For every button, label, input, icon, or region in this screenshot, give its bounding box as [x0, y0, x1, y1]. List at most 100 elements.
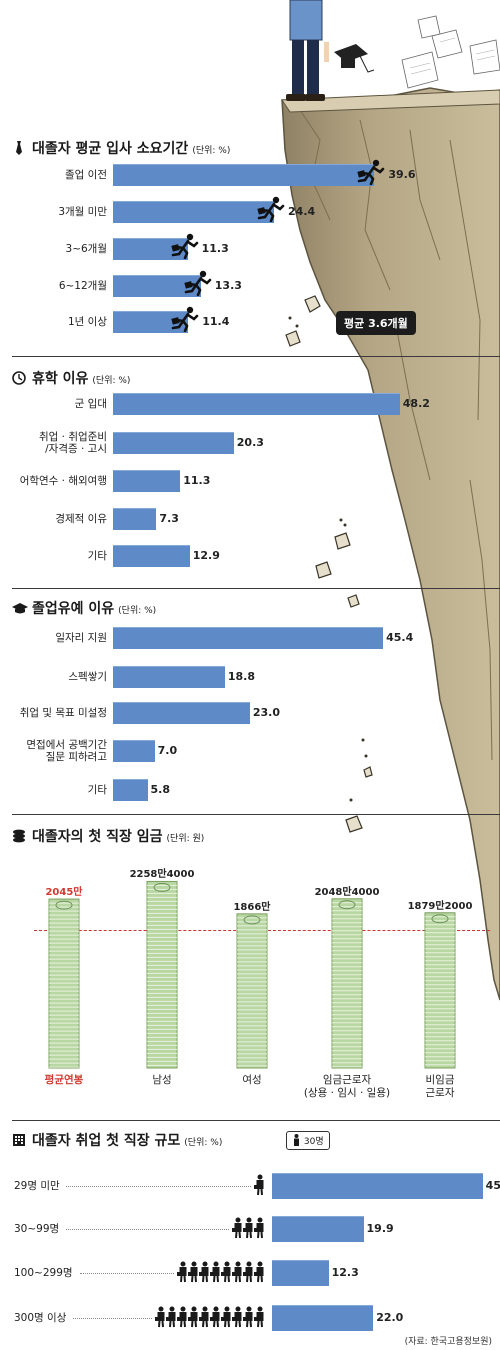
value-label: 13.3 [214, 279, 242, 292]
runner-icon [256, 196, 286, 223]
bar [113, 627, 384, 649]
stack-category-label: 여성 [242, 1074, 262, 1086]
legend-label: 30명 [303, 1137, 324, 1147]
category-label: 스펙쌓기 [68, 671, 107, 683]
leader-line [66, 1186, 251, 1187]
value-label: 7.3 [159, 512, 179, 525]
category-label: 기타 [87, 550, 107, 562]
category-label: 100~299명 [14, 1267, 73, 1279]
runner-icon [183, 270, 213, 297]
bar [113, 740, 155, 762]
bar [113, 275, 201, 297]
value-label: 22.0 [376, 1311, 404, 1324]
building-icon [12, 1133, 26, 1147]
stack-value-label: 2048만4000 [314, 886, 380, 898]
divider [12, 588, 500, 589]
value-label: 7.0 [157, 744, 178, 757]
section1-title-text: 대졸자 평균 입사 소요기간 [32, 141, 189, 157]
category-label: 기타 [87, 784, 107, 796]
divider [12, 356, 500, 357]
section3-title-text: 졸업유예 이유 [32, 601, 115, 617]
category-label: 경제적 이유 [55, 513, 107, 525]
value-label: 19.9 [366, 1222, 394, 1235]
category-label: 300명 이상 [14, 1312, 67, 1324]
bar [272, 1173, 483, 1199]
category-label: 취업 · 취업준비 /자격증 · 고시 [39, 431, 107, 455]
leader-line [73, 1318, 152, 1319]
value-label: 5.8 [150, 783, 171, 796]
source-note: (자료: 한국고용정보원) [404, 1337, 492, 1347]
bar [113, 508, 157, 530]
leader-line [66, 1229, 229, 1230]
value-label: 20.3 [236, 436, 264, 449]
bar [113, 201, 275, 223]
value-label: 12.9 [192, 549, 220, 562]
value-label: 45.8 [485, 1179, 500, 1192]
runner-icon [356, 159, 386, 186]
stack-category-label: 비임금 근로자 [425, 1074, 455, 1099]
value-label: 11.3 [201, 242, 229, 255]
section3-title: 졸업유예 이유 (단위: %) [12, 598, 156, 618]
section4-title: 대졸자의 첫 직장 임금 (단위: 원) [12, 826, 204, 846]
stack-category-label: 임금근로자 (상용 · 임시 · 일용) [303, 1074, 391, 1099]
value-label: 18.8 [227, 670, 255, 683]
value-label: 39.6 [388, 168, 416, 181]
stack-category-label: 평균연봉 [44, 1074, 84, 1086]
category-label: 어학연수 · 해외여행 [19, 475, 107, 487]
bar [272, 1260, 329, 1286]
section2-unit: (단위: %) [92, 376, 131, 386]
bar [113, 779, 148, 801]
stack-value-label: 1879만2000 [407, 900, 473, 912]
value-label: 24.4 [288, 205, 316, 218]
category-label: 3~6개월 [65, 243, 107, 255]
category-label: 1년 이상 [68, 316, 107, 328]
value-label: 12.3 [331, 1266, 359, 1279]
stack-category-label: 남성 [152, 1074, 172, 1086]
value-label: 11.3 [183, 474, 211, 487]
value-label: 45.4 [386, 631, 414, 644]
divider [12, 1120, 500, 1121]
section4-unit: (단위: 원) [166, 834, 205, 844]
section3-unit: (단위: %) [118, 606, 157, 616]
section5-title-text: 대졸자 취업 첫 직장 규모 [32, 1133, 181, 1149]
clock-icon [12, 371, 26, 385]
bar [113, 311, 189, 333]
graduation-cap-icon [12, 601, 28, 615]
bar [113, 432, 234, 454]
category-label: 취업 및 목표 미설정 [19, 707, 107, 719]
divider [12, 814, 500, 815]
bar [113, 393, 400, 415]
category-label: 3개월 미만 [58, 206, 107, 218]
category-label: 29명 미만 [14, 1180, 60, 1192]
stack-value-label: 2258만4000 [129, 869, 195, 881]
stack-value-label: 2045만 [45, 887, 83, 899]
section4-title-text: 대졸자의 첫 직장 임금 [32, 829, 163, 845]
section5-unit: (단위: %) [184, 1138, 223, 1148]
bar [272, 1216, 364, 1242]
bar [113, 666, 225, 688]
category-label: 일자리 지원 [55, 632, 107, 644]
category-label: 졸업 이전 [65, 169, 107, 181]
category-label: 6~12개월 [58, 280, 107, 292]
average-badge: 평균 3.6개월 [336, 311, 416, 335]
section5-title: 대졸자 취업 첫 직장 규모 (단위: %) [12, 1130, 222, 1150]
section2-title: 휴학 이유 (단위: %) [12, 368, 130, 388]
value-label: 23.0 [252, 706, 280, 719]
bar [113, 702, 250, 724]
runner-icon [170, 233, 200, 260]
section1-title: 대졸자 평균 입사 소요기간 (단위: %) [12, 138, 230, 158]
value-label: 48.2 [402, 397, 430, 410]
bar [113, 470, 181, 492]
person-icon [294, 1134, 299, 1146]
runner-icon [170, 306, 200, 333]
average-line [34, 930, 490, 931]
value-label: 11.4 [202, 315, 230, 328]
bar [113, 164, 375, 186]
bar [113, 545, 190, 567]
category-label: 30~99명 [14, 1223, 60, 1235]
legend: 30명 [286, 1131, 330, 1150]
section1-unit: (단위: %) [192, 146, 231, 156]
bar [113, 238, 188, 260]
category-label: 군 입대 [74, 398, 107, 410]
